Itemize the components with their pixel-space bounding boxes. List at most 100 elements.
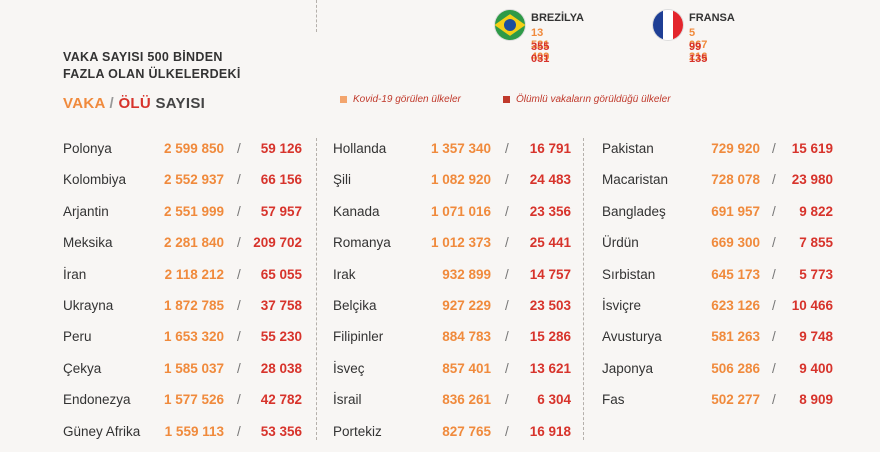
case-count: 827 765 [442,423,491,439]
country-row: İran 2 118 212 / 65 055 [63,264,308,295]
country-name: Şili [333,172,352,188]
case-count: 1 357 340 [430,141,491,156]
legend-label: Kovid-19 görülen ülkeler [353,94,461,105]
death-count: 14 757 [529,266,571,282]
country-row: Bangladeş 691 957 / 9 822 [602,201,847,232]
death-count: 53 356 [260,423,302,439]
separator-slash: / [237,203,241,219]
case-count: 1 653 320 [163,329,224,345]
country-name: Arjantin [63,203,109,219]
subtitle-olu: ÖLÜ [118,95,152,112]
case-count: 502 277 [711,392,760,408]
subtitle-sayisi: SAYISI [155,95,206,112]
death-count: 23 356 [529,203,571,219]
country-name: Fas [602,392,625,408]
separator-slash: / [237,141,241,156]
country-row: Ukrayna 1 872 785 / 37 758 [63,295,308,326]
case-count: 2 552 937 [163,172,224,188]
separator-slash: / [772,392,776,408]
country-row: Arjantin 2 551 999 / 57 957 [63,201,308,232]
case-count: 669 300 [711,235,760,251]
separator-slash: / [772,329,776,345]
separator-slash: / [505,235,509,251]
separator-slash: / [772,141,776,156]
country-name: Hollanda [333,141,387,156]
country-name: Sırbistan [602,266,656,282]
death-count: 13 621 [529,360,571,376]
country-name: Meksika [63,235,113,251]
death-count: 15 619 [791,141,833,156]
country-row: Pakistan 729 920 / 15 619 [602,138,847,169]
country-row: Avusturya 581 263 / 9 748 [602,326,847,357]
separator-slash: / [505,297,509,313]
death-count: 6 304 [537,392,571,408]
separator-slash: / [772,203,776,219]
separator-slash: / [772,266,776,282]
featured-name: FRANSA [689,12,735,24]
country-name: Romanya [333,235,391,251]
case-count: 2 599 850 [163,141,224,156]
death-count: 25 441 [529,235,571,251]
death-count: 8 909 [799,392,833,408]
country-name: Japonya [602,360,654,376]
separator-slash: / [772,235,776,251]
subtitle-vaka: VAKA [63,95,106,112]
death-count: 209 702 [253,235,302,251]
country-name: Peru [63,329,92,345]
brazil-flag-icon [495,10,525,40]
country-name: İsrail [333,392,362,408]
featured-deaths: 99 135 [689,41,708,65]
separator-slash: / [237,172,241,188]
country-name: Avusturya [602,329,662,345]
case-count: 1 872 785 [163,297,224,313]
title-line-2: FAZLA OLAN ÜLKELERDEKİ [63,67,241,81]
country-name: Irak [333,266,356,282]
country-row: Belçika 927 229 / 23 503 [333,295,578,326]
death-count: 10 466 [791,297,833,313]
country-name: İsviçre [602,297,642,313]
country-row: Güney Afrika 1 559 113 / 53 356 [63,421,308,452]
country-row: Portekiz 827 765 / 16 918 [333,421,578,452]
country-name: Güney Afrika [63,423,141,439]
case-count: 623 126 [711,297,760,313]
country-row: İsrail 836 261 / 6 304 [333,389,578,420]
separator-slash: / [237,329,241,345]
separator-slash: / [772,172,776,188]
death-count: 57 957 [260,203,302,219]
death-count: 9 748 [799,329,833,345]
case-count: 729 920 [711,141,760,156]
country-row: Irak 932 899 / 14 757 [333,264,578,295]
country-name: İsveç [333,360,365,376]
death-count: 16 918 [529,423,571,439]
country-row: Fas 502 277 / 8 909 [602,389,847,420]
country-row: Hollanda 1 357 340 / 16 791 [333,138,578,169]
separator-slash: / [505,266,509,282]
death-count: 9 822 [799,203,833,219]
country-name: Filipinler [333,329,384,345]
legend-item-deaths: Ölümlü vakaların görüldüğü ülkeler [503,94,671,105]
featured-cases: 5 067 216 [689,27,708,63]
case-count: 581 263 [711,329,760,345]
death-count: 59 126 [260,141,302,156]
legend-label: Ölümlü vakaların görüldüğü ülkeler [516,94,671,105]
case-count: 2 551 999 [163,203,224,219]
separator-slash: / [505,423,509,439]
case-count: 927 229 [442,297,491,313]
separator-slash: / [237,392,241,408]
separator-slash: / [237,297,241,313]
separator-slash: / [505,203,509,219]
separator-slash: / [237,360,241,376]
case-count: 884 783 [442,329,491,345]
death-count: 23 503 [529,297,571,313]
case-count: 728 078 [711,172,760,188]
case-count: 1 071 016 [430,203,491,219]
country-row: Sırbistan 645 173 / 5 773 [602,264,847,295]
infographic-title: VAKA SAYISI 500 BİNDEN FAZLA OLAN ÜLKELE… [63,49,241,83]
country-name: İran [63,266,87,282]
death-count: 15 286 [529,329,571,345]
case-count: 836 261 [442,392,491,408]
country-name: Polonya [63,141,112,156]
infographic-subtitle: VAKA / ÖLÜ SAYISI [63,95,205,112]
featured-name: BREZİLYA [531,12,584,24]
country-row: İsviçre 623 126 / 10 466 [602,295,847,326]
